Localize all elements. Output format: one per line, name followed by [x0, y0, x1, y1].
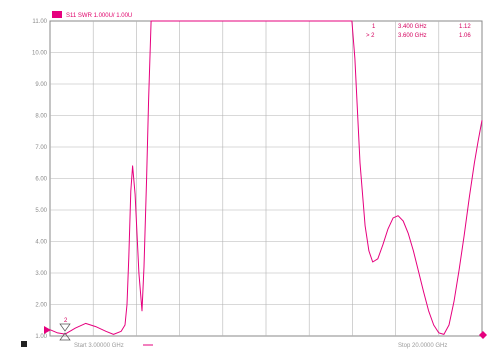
y-tick-label: 7.00	[35, 145, 47, 151]
right-edge-arrow-icon	[479, 331, 487, 339]
marker-table: 1 3.400 GHz 1.12 > 2 3.600 GHz 1.06	[366, 24, 471, 39]
marker-flag-label: 2	[64, 318, 68, 324]
y-tick-label: 8.00	[35, 114, 47, 120]
grid	[50, 21, 482, 336]
marker-2-freq: 3.600 GHz	[398, 33, 427, 39]
y-tick-label: 9.00	[35, 82, 47, 88]
marker-2-value: 1.06	[459, 33, 471, 39]
y-tick-label: 11.00	[32, 19, 47, 25]
marker-triangle-icon	[59, 323, 71, 332]
y-tick-label: 5.00	[35, 208, 47, 214]
y-tick-label: 6.00	[35, 177, 47, 183]
reference-level-arrow-icon	[44, 326, 51, 334]
marker-flag-2[interactable]: 2	[59, 318, 71, 341]
y-tick-label: 10.00	[32, 51, 48, 57]
marker-1-id: 1	[372, 24, 376, 30]
trace-header-label: S11 SWR 1.000U/ 1.00U	[66, 13, 132, 19]
marker-2-id: > 2	[366, 33, 375, 39]
marker-1-value: 1.12	[459, 24, 471, 30]
series-line-0	[49, 20, 483, 335]
y-tick-labels: 11.00 10.00 9.00 8.00 7.00 6.00 5.00 4.00 3.00 2.…	[32, 19, 48, 340]
channel-indicator-icon[interactable]	[21, 341, 27, 347]
start-frequency-label: Start 3.00000 GHz	[74, 343, 124, 349]
marker-1-freq: 3.400 GHz	[398, 24, 427, 30]
y-tick-label: 3.00	[35, 271, 47, 277]
trace-layer	[49, 20, 483, 335]
trace-header[interactable]: S11 SWR 1.000U/ 1.00U	[52, 11, 132, 19]
y-tick-label: 4.00	[35, 240, 47, 246]
trace-color-swatch	[52, 11, 62, 18]
y-tick-label: 2.00	[35, 303, 47, 309]
marker-triangle-icon-2	[59, 332, 71, 341]
y-tick-label: 1.00	[35, 334, 47, 340]
stop-frequency-label: Stop 20.0000 GHz	[398, 343, 447, 349]
